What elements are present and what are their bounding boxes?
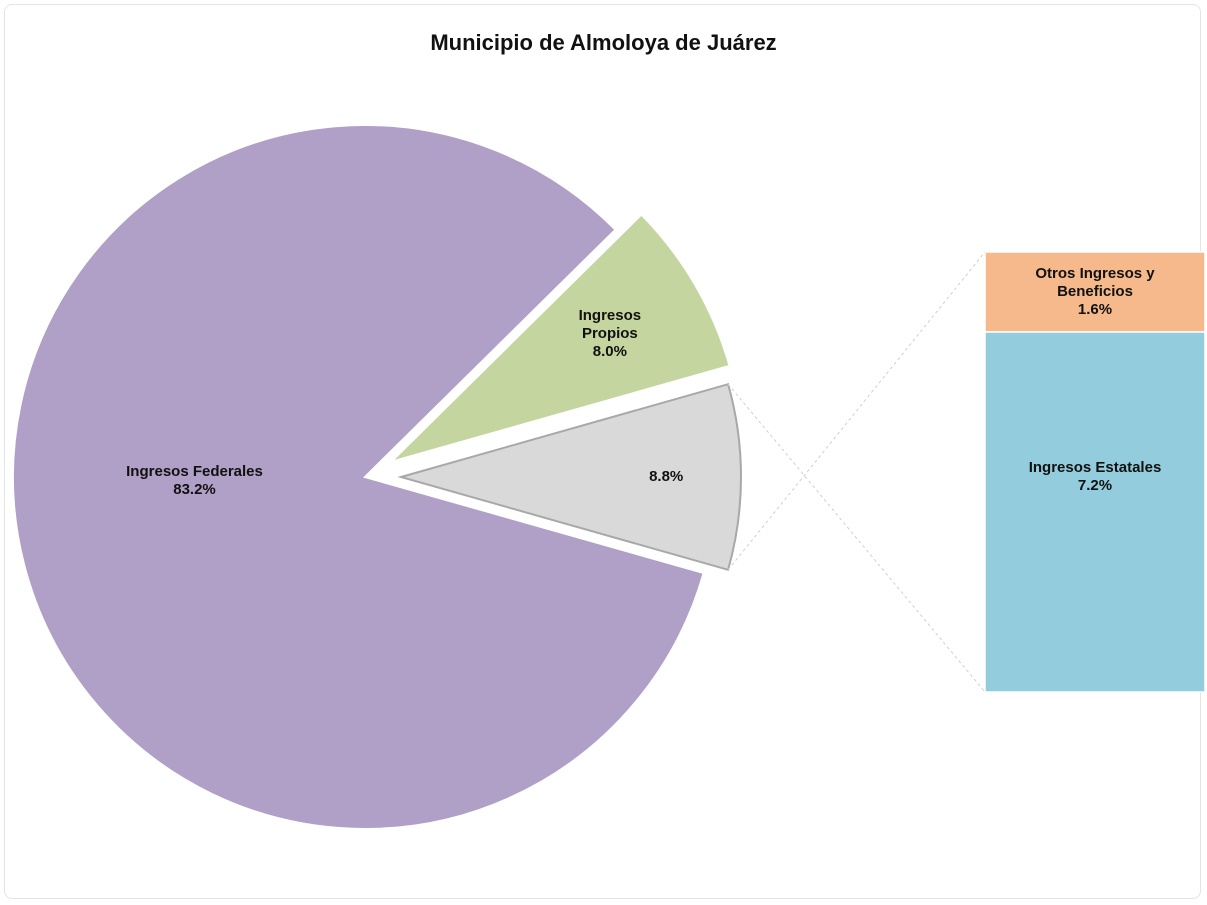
- data-label: 8.8%: [626, 468, 706, 486]
- connector-line: [727, 383, 986, 693]
- bar-value: 1.6%: [1077, 301, 1113, 318]
- bar-name: Otros Ingresos y Beneficios: [1035, 265, 1155, 300]
- slice-value: 8.8%: [649, 468, 684, 485]
- data-label: Ingresos Propios 8.0%: [555, 307, 665, 361]
- slice-name: Ingresos Propios: [578, 307, 642, 343]
- data-label: Ingresos Estatales 7.2%: [1010, 459, 1180, 495]
- pie-slice: [12, 124, 705, 830]
- data-label: Ingresos Federales 83.2%: [105, 463, 285, 499]
- slice-value: 83.2%: [173, 480, 216, 498]
- bar-name: Ingresos Estatales: [1028, 459, 1162, 476]
- data-label: Otros Ingresos y Beneficios 1.6%: [1010, 265, 1180, 319]
- pie-slice: [390, 213, 731, 463]
- pie-slice: [397, 382, 742, 572]
- bar-segment: [984, 331, 1206, 693]
- slice-value: 8.0%: [592, 343, 627, 361]
- slice-name: Ingresos Federales: [126, 462, 263, 480]
- chart-title: Municipio de Almoloya de Juárez: [430, 30, 777, 55]
- bar-segment: [984, 251, 1206, 333]
- bar-value: 7.2%: [1077, 477, 1113, 494]
- connector-line: [727, 251, 986, 571]
